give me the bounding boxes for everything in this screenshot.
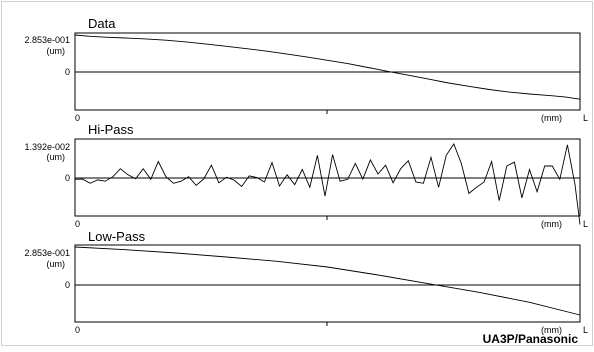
panel-title: Hi-Pass <box>88 122 134 137</box>
y-max-label: 1.392e-002 <box>24 142 70 152</box>
x-unit-label: (mm) <box>541 113 562 123</box>
x-end-label: L <box>583 113 588 123</box>
y-zero-label: 0 <box>65 280 70 290</box>
window-border <box>1 1 593 346</box>
panel-data: Data 2.853e-001 (um) 0 0 (mm) L <box>24 16 588 123</box>
y-unit-label: (um) <box>47 259 66 269</box>
y-unit-label: (um) <box>47 152 66 162</box>
panel-title: Data <box>88 16 116 31</box>
x-unit-label: (mm) <box>541 325 562 335</box>
brand-label: UA3P/Panasonic <box>483 332 579 346</box>
y-max-label: 2.853e-001 <box>24 248 70 258</box>
series-line-data <box>74 34 581 100</box>
panel-hi-pass: Hi-Pass 1.392e-002 (um) 0 0 (mm) L <box>24 122 588 229</box>
x-start-label: 0 <box>75 219 80 229</box>
y-zero-label: 0 <box>65 67 70 77</box>
y-max-label: 2.853e-001 <box>24 35 70 45</box>
x-end-label: L <box>583 325 588 335</box>
y-zero-label: 0 <box>65 173 70 183</box>
x-end-label: L <box>583 219 588 229</box>
x-unit-label: (mm) <box>541 219 562 229</box>
y-unit-label: (um) <box>47 46 66 56</box>
panel-low-pass: Low-Pass 2.853e-001 (um) 0 0 (mm) L <box>24 229 588 335</box>
x-start-label: 0 <box>75 113 80 123</box>
panel-title: Low-Pass <box>88 229 146 244</box>
series-line-hi-pass <box>74 143 581 225</box>
series-line-low-pass <box>74 246 581 316</box>
x-start-label: 0 <box>75 325 80 335</box>
